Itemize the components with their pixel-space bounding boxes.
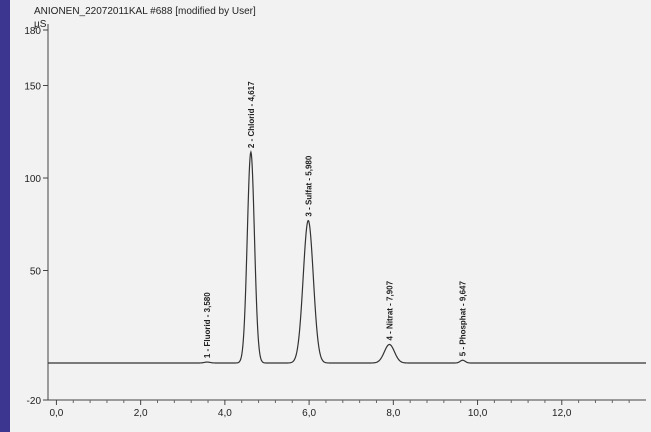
- x-tick-label: 12,0: [552, 408, 572, 419]
- y-tick-label: 100: [24, 174, 41, 185]
- peak-label: 3 - Sulfat - 5,980: [304, 155, 313, 216]
- chart-panel: ANIONEN_22072011KAL #688 [modified by Us…: [10, 0, 651, 432]
- peak-label: 4 - Nitrat - 7,907: [385, 280, 394, 340]
- chromatogram-trace: [48, 149, 646, 364]
- x-tick-label: 2,0: [134, 408, 148, 419]
- x-tick-label: 4,0: [218, 408, 232, 419]
- chromatogram-chart: ANIONEN_22072011KAL #688 [modified by Us…: [24, 6, 646, 419]
- axes: [47, 24, 646, 401]
- x-tick-label: 6,0: [302, 408, 316, 419]
- x-tick-label: 10,0: [468, 408, 488, 419]
- y-tick-label: 50: [30, 267, 42, 278]
- chart-title: ANIONEN_22072011KAL #688 [modified by Us…: [34, 6, 256, 17]
- peak-labels: 1 - Fluorid - 3,580 2 - Chlorid - 4,617 3 …: [203, 81, 468, 358]
- y-axis-ticks: -20 50 100 150 180: [24, 26, 48, 407]
- y-axis-unit: µS: [34, 19, 47, 30]
- y-tick-label: 150: [24, 82, 41, 93]
- x-axis-ticks: 0,0 2,0 4,0 6,0 8,0 10,0 12,0: [49, 400, 630, 419]
- y-tick-label: 180: [24, 26, 41, 37]
- peak-label: 5 - Phosphat - 9,647: [459, 281, 468, 357]
- peak-label: 1 - Fluorid - 3,580: [203, 292, 212, 358]
- y-tick-label: -20: [27, 396, 42, 407]
- x-tick-label: 0,0: [49, 408, 63, 419]
- x-tick-label: 8,0: [386, 408, 400, 419]
- peak-label: 2 - Chlorid - 4,617: [247, 81, 256, 148]
